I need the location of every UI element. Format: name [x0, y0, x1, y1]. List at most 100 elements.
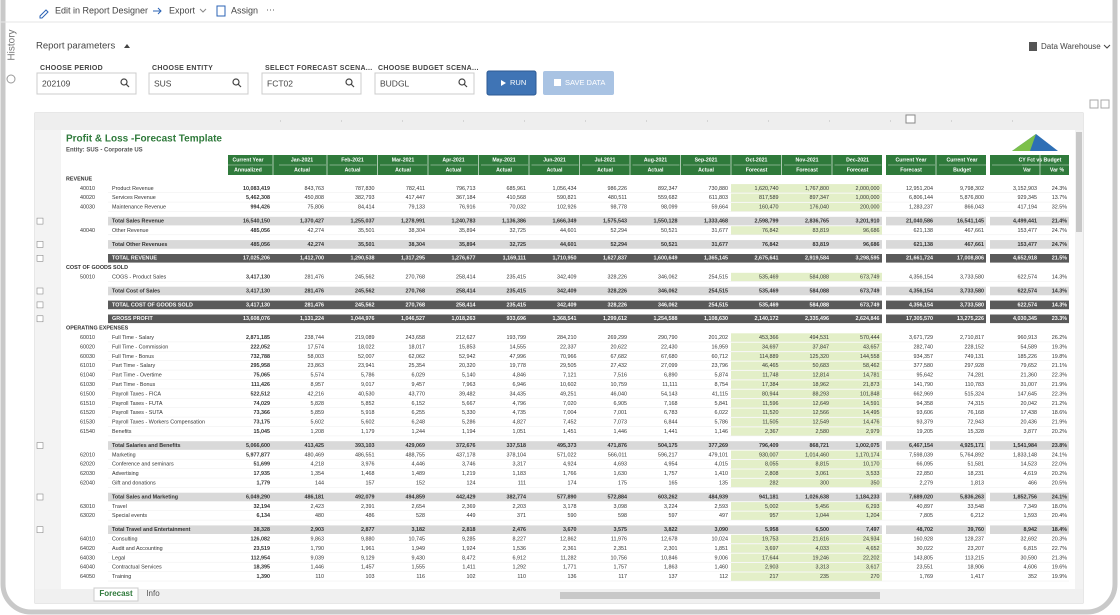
- cell-value: 124: [467, 481, 476, 487]
- cell-value: 5,002: [765, 504, 779, 510]
- cell-value: 217: [770, 574, 779, 580]
- cell-value: 14.3%: [1052, 302, 1067, 308]
- cell-value: 4,356,154: [909, 302, 933, 308]
- cell-value: 749,131: [965, 354, 985, 360]
- edit-button[interactable]: Edit in Report Designer: [55, 5, 148, 15]
- outline-toggle[interactable]: [36, 493, 44, 501]
- sheet-tab[interactable]: Info: [146, 589, 160, 598]
- cell-value: 1,204: [866, 513, 880, 519]
- cell-value: 17,935: [254, 471, 271, 477]
- column-subheader: Forecast: [796, 167, 818, 173]
- cell-value: 3,417,130: [246, 302, 270, 308]
- outline-toggle[interactable]: [36, 526, 44, 533]
- field-input[interactable]: [261, 72, 362, 95]
- outline-toggle[interactable]: [36, 287, 44, 295]
- cell-value: 70,032: [510, 205, 527, 211]
- column-subheader: Forecast: [847, 167, 869, 173]
- field-input[interactable]: [36, 72, 137, 95]
- cell-value: 577,890: [557, 494, 577, 500]
- cell-value: 2,675,641: [755, 256, 779, 262]
- cell-value: 1,108,630: [704, 316, 728, 322]
- cell-value: 48,702: [917, 527, 934, 533]
- cell-value: 1,710,950: [553, 256, 577, 262]
- cell-value: 1,390: [257, 574, 271, 580]
- cell-value: 23,519: [254, 546, 271, 552]
- save-icon: [554, 79, 561, 86]
- cell-value: 19.6%: [1052, 565, 1067, 571]
- outline-toggle[interactable]: [36, 442, 44, 449]
- cell-value: 328,226: [608, 275, 628, 281]
- cell-value: 110,783: [965, 382, 984, 388]
- search-icon-handle: [350, 83, 355, 88]
- cell-value: 9,006: [715, 555, 729, 561]
- popout-icon: [1100, 99, 1110, 109]
- row-label: Contractual Services: [112, 565, 162, 571]
- cell-value: 1,460: [715, 565, 729, 571]
- cell-value: 22.3%: [1052, 373, 1067, 379]
- cell-value: 372,676: [456, 443, 476, 449]
- cell-value: 6,029: [412, 373, 426, 379]
- cell-value: 3,976: [361, 462, 375, 468]
- outline-toggle[interactable]: [36, 217, 44, 225]
- cell-value: 19.9%: [1052, 574, 1067, 580]
- cell-value: 54,143: [661, 391, 678, 397]
- cell-value: 17,574: [308, 344, 325, 350]
- more-button[interactable]: ···: [266, 4, 275, 14]
- cell-value: 20.3%: [1052, 537, 1067, 543]
- cell-value: 43,770: [409, 391, 426, 397]
- cell-value: 15,853: [459, 344, 476, 350]
- cell-value: 4,606: [1024, 565, 1038, 571]
- history-tab[interactable]: History: [7, 29, 18, 60]
- cell-value: 1,290,538: [351, 256, 375, 262]
- total-row-bg: [886, 525, 986, 534]
- run-button-bg[interactable]: [486, 70, 537, 96]
- forecast-cells-bg: [731, 408, 882, 418]
- row-label: Other Revenue: [112, 228, 149, 234]
- column-subheader: Actual: [294, 167, 310, 173]
- cell-value: 20.5%: [1052, 481, 1067, 487]
- outline-toggle[interactable]: [36, 301, 44, 309]
- cell-value: 79,133: [409, 205, 426, 211]
- cell-value: 1,333,468: [704, 219, 728, 225]
- cell-value: 960,913: [1018, 335, 1038, 341]
- sheet-tab[interactable]: Forecast: [99, 589, 133, 598]
- forecast-cells-bg: [731, 427, 882, 436]
- cell-value: 19.3%: [1052, 344, 1067, 350]
- cell-value: 4,356,154: [909, 288, 933, 294]
- export-button[interactable]: Export: [169, 5, 196, 15]
- cell-value: 5,786: [361, 373, 375, 379]
- forecast-cells-bg: [731, 460, 882, 469]
- data-source[interactable]: Data Warehouse: [1041, 42, 1101, 51]
- account-code: 61530: [80, 420, 95, 426]
- outline-toggle[interactable]: [36, 315, 44, 323]
- cell-value: 484,939: [709, 494, 729, 500]
- row-label: Services Revenue: [112, 195, 156, 201]
- parameters-title[interactable]: Report parameters: [36, 41, 115, 52]
- cell-value: 21.9%: [1052, 420, 1067, 426]
- active-tab-bg: [93, 587, 139, 602]
- cell-value: 193,799: [507, 335, 527, 341]
- outline-toggle[interactable]: [36, 255, 44, 262]
- outline-toggle[interactable]: [36, 241, 44, 248]
- save-button[interactable]: SAVE DATA: [565, 78, 605, 87]
- cell-value: 10,846: [661, 555, 678, 561]
- cell-value: 60,712: [712, 354, 729, 360]
- cell-value: 116: [416, 574, 425, 580]
- cell-value: 3,733,580: [960, 275, 984, 281]
- row-label: Advertising: [112, 471, 139, 477]
- cell-value: 32,692: [1021, 537, 1038, 543]
- cell-value: 32,725: [510, 228, 527, 234]
- total-row-bg: [886, 441, 986, 450]
- cell-value: 9,017: [361, 382, 375, 388]
- field-input[interactable]: [374, 72, 475, 95]
- cell-value: 22.3%: [1052, 391, 1067, 397]
- cell-value: 21.5%: [1052, 256, 1067, 262]
- cell-value: 40,530: [358, 391, 375, 397]
- assign-button[interactable]: Assign: [231, 5, 258, 15]
- row-label: Total Sales Revenue: [112, 219, 164, 225]
- cell-value: 566,011: [608, 452, 627, 458]
- cell-value: 26.2%: [1052, 335, 1067, 341]
- field-input[interactable]: [148, 72, 249, 95]
- save-button-bg[interactable]: [543, 71, 614, 95]
- run-button[interactable]: RUN: [510, 78, 526, 87]
